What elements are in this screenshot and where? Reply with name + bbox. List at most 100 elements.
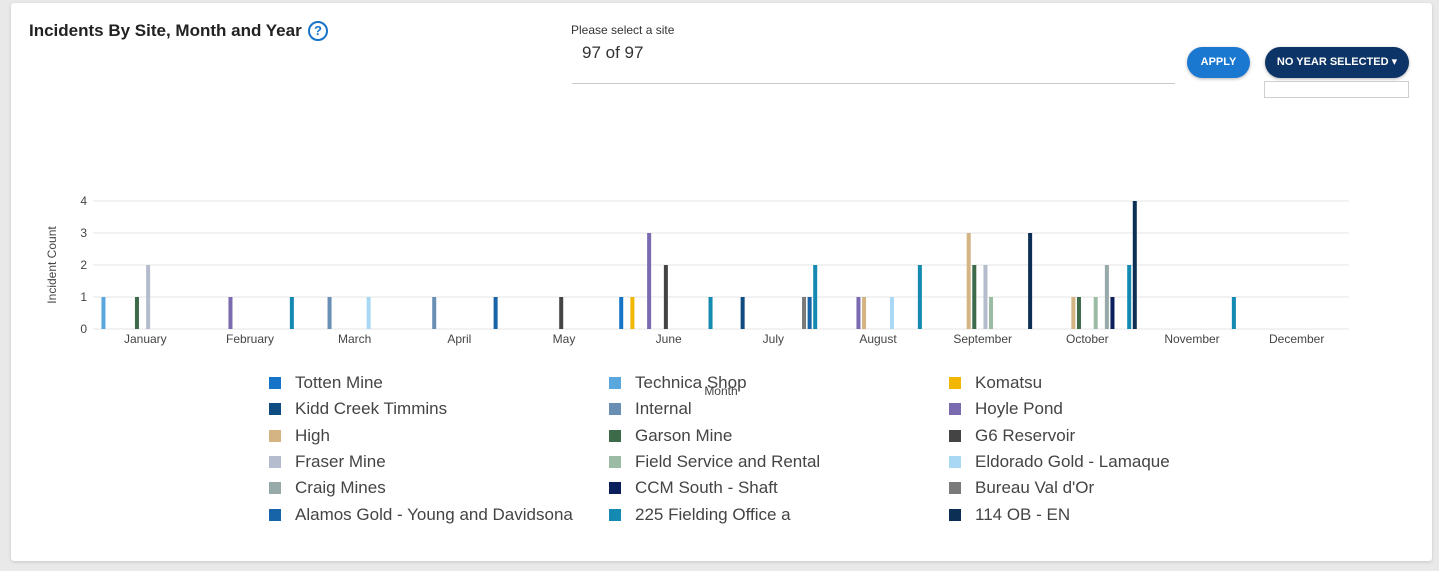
x-tick-label: July bbox=[763, 332, 784, 346]
chart-bar[interactable] bbox=[989, 297, 994, 329]
legend-swatch bbox=[609, 403, 621, 416]
legend-swatch bbox=[949, 403, 961, 416]
y-tick-label: 2 bbox=[80, 258, 87, 272]
legend-swatch bbox=[949, 377, 961, 389]
x-tick-label: August bbox=[859, 332, 897, 346]
site-select-label: Please select a site bbox=[571, 23, 675, 37]
caret-down-icon: ▾ bbox=[1391, 56, 1398, 68]
y-tick-label: 3 bbox=[80, 226, 87, 240]
incidents-bar-chart: 0 1 2 3 4 Incident Count January February March A… bbox=[45, 194, 1349, 398]
chart-bar[interactable] bbox=[1071, 297, 1076, 329]
legend-label: Field Service and Rental bbox=[635, 451, 821, 471]
site-select[interactable]: 97 of 97 bbox=[582, 43, 644, 62]
x-tick-label: November bbox=[1164, 332, 1219, 346]
legend-label: Komatsu bbox=[975, 373, 1043, 392]
legend-swatch bbox=[949, 455, 961, 468]
chart-bar[interactable] bbox=[1093, 297, 1098, 329]
chart-bar[interactable] bbox=[101, 297, 106, 329]
chart-bar[interactable] bbox=[862, 297, 867, 329]
legend-label: Eldorado Gold - Lamaque bbox=[975, 451, 1170, 471]
chart-bar[interactable] bbox=[1110, 297, 1115, 329]
chart-bar[interactable] bbox=[972, 265, 977, 329]
legend-swatch bbox=[609, 429, 621, 442]
x-tick-label: December bbox=[1269, 332, 1324, 346]
x-tick-label: February bbox=[226, 332, 274, 346]
chart-bar[interactable] bbox=[813, 265, 818, 329]
chart-bar[interactable] bbox=[647, 233, 652, 329]
legend-label: 114 OB - EN bbox=[975, 504, 1071, 524]
legend-label: G6 Reservoir bbox=[975, 425, 1076, 445]
legend-label: Totten Mine bbox=[295, 373, 383, 392]
legend-label: Kidd Creek Timmins bbox=[295, 399, 448, 419]
legend-label: CCM South - Shaft bbox=[635, 478, 778, 498]
legend-label: 225 Fielding Office a bbox=[635, 504, 791, 524]
chart-bar[interactable] bbox=[134, 297, 139, 329]
x-tick-label: January bbox=[124, 332, 167, 346]
year-input-box[interactable] bbox=[1264, 81, 1409, 98]
question-circle-icon[interactable]: ? bbox=[308, 21, 328, 41]
x-tick-label: April bbox=[447, 332, 471, 346]
chart-bar[interactable] bbox=[327, 297, 332, 329]
site-select-underline bbox=[572, 83, 1175, 84]
chart-bar[interactable] bbox=[740, 297, 745, 329]
legend-label: Fraser Mine bbox=[295, 451, 386, 471]
incidents-card: Incidents By Site, Month and Year ? Plea… bbox=[11, 3, 1432, 561]
legend-swatch bbox=[609, 377, 621, 389]
chart-bar[interactable] bbox=[807, 297, 812, 329]
legend-label: Bureau Val d'Or bbox=[975, 478, 1095, 498]
x-tick-label: September bbox=[953, 332, 1012, 346]
legend-swatch bbox=[949, 508, 961, 521]
legend-label: Hoyle Pond bbox=[975, 399, 1063, 419]
chart-bar[interactable] bbox=[630, 297, 635, 329]
chart-bar[interactable] bbox=[493, 297, 498, 329]
chart-bar[interactable] bbox=[366, 297, 371, 329]
legend-swatch bbox=[269, 429, 281, 442]
chart-bar[interactable] bbox=[559, 297, 564, 329]
x-tick-label: May bbox=[553, 332, 576, 346]
legend-label: Internal bbox=[635, 399, 692, 419]
legend-label: High bbox=[295, 425, 330, 445]
chart-bar[interactable] bbox=[966, 233, 971, 329]
legend-swatch bbox=[269, 403, 281, 416]
chart-bar[interactable] bbox=[1132, 201, 1137, 329]
chart-bar[interactable] bbox=[289, 297, 294, 329]
y-tick-label: 0 bbox=[80, 322, 87, 336]
chart-bar[interactable] bbox=[228, 297, 233, 329]
chart-bar[interactable] bbox=[1231, 297, 1236, 329]
chart-bar[interactable] bbox=[619, 297, 624, 329]
legend-label: Craig Mines bbox=[295, 478, 386, 498]
chart-bar[interactable] bbox=[708, 297, 713, 329]
chart-bar[interactable] bbox=[983, 265, 988, 329]
chart-bar[interactable] bbox=[1104, 265, 1109, 329]
legend-swatch bbox=[609, 508, 621, 521]
card-title: Incidents By Site, Month and Year bbox=[29, 21, 302, 40]
y-axis-label: Incident Count bbox=[45, 226, 59, 304]
chart-bar[interactable] bbox=[1127, 265, 1132, 329]
legend-swatch bbox=[609, 455, 621, 468]
legend-swatch bbox=[609, 482, 621, 495]
x-tick-label: June bbox=[656, 332, 682, 346]
chart-bar[interactable] bbox=[802, 297, 807, 329]
x-tick-label: October bbox=[1066, 332, 1109, 346]
legend-swatch bbox=[269, 377, 281, 389]
x-axis-label: Month bbox=[704, 384, 737, 398]
chart-bar[interactable] bbox=[1028, 233, 1033, 329]
chart-bar[interactable] bbox=[889, 297, 894, 329]
chart-bar[interactable] bbox=[1076, 297, 1081, 329]
year-dropdown-button[interactable]: NO YEAR SELECTED ▾ bbox=[1265, 47, 1409, 78]
chart-bar[interactable] bbox=[663, 265, 668, 329]
chart-bar[interactable] bbox=[856, 297, 861, 329]
legend-label: Garson Mine bbox=[635, 425, 733, 445]
y-tick-label: 4 bbox=[80, 194, 87, 208]
chart-bar[interactable] bbox=[146, 265, 151, 329]
legend-label: Technica Shop bbox=[635, 373, 747, 392]
legend-swatch bbox=[949, 482, 961, 495]
legend-swatch bbox=[269, 455, 281, 468]
chart-bar[interactable] bbox=[917, 265, 922, 329]
legend-swatch bbox=[269, 508, 281, 521]
chart-bar[interactable] bbox=[432, 297, 437, 329]
x-tick-label: March bbox=[338, 332, 371, 346]
apply-button[interactable]: APPLY bbox=[1187, 47, 1250, 78]
legend-swatch bbox=[269, 482, 281, 495]
y-tick-label: 1 bbox=[80, 290, 87, 304]
